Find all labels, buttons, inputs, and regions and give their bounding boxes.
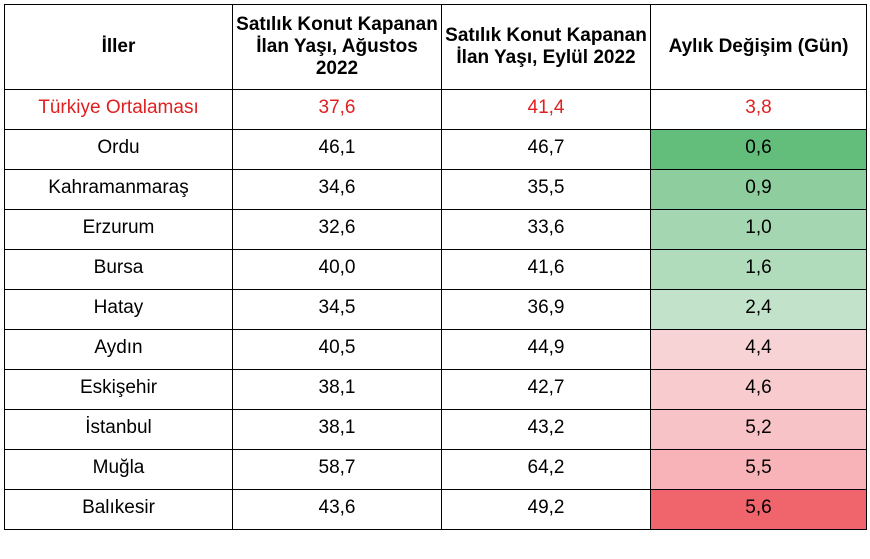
- data-table: İller Satılık Konut Kapanan İlan Yaşı, A…: [4, 4, 867, 530]
- table-row: Ordu 46,1 46,7 0,6: [4, 129, 867, 170]
- table-row: Kahramanmaraş 34,6 35,5 0,9: [4, 169, 867, 210]
- city-cell: Aydın: [4, 329, 233, 370]
- table-row: Muğla 58,7 64,2 5,5: [4, 449, 867, 490]
- city-cell: Bursa: [4, 249, 233, 290]
- change-value-cell: 5,6: [650, 489, 867, 530]
- change-value-cell: 2,4: [650, 289, 867, 330]
- september-value-cell: 42,7: [441, 369, 651, 410]
- september-value-cell: 41,6: [441, 249, 651, 290]
- city-cell: Kahramanmaraş: [4, 169, 233, 210]
- table-row: İstanbul 38,1 43,2 5,2: [4, 409, 867, 450]
- august-value-cell: 40,0: [232, 249, 442, 290]
- table-row-turkey-average: Türkiye Ortalaması 37,6 41,4 3,8: [4, 89, 867, 130]
- change-value-cell: 3,8: [650, 89, 867, 130]
- change-value-cell: 5,2: [650, 409, 867, 450]
- september-value-cell: 33,6: [441, 209, 651, 250]
- september-value-cell: 35,5: [441, 169, 651, 210]
- change-value-cell: 1,0: [650, 209, 867, 250]
- change-value-cell: 0,6: [650, 129, 867, 170]
- august-value-cell: 34,6: [232, 169, 442, 210]
- august-value-cell: 37,6: [232, 89, 442, 130]
- table-row: Erzurum 32,6 33,6 1,0: [4, 209, 867, 250]
- september-value-cell: 44,9: [441, 329, 651, 370]
- change-value-cell: 0,9: [650, 169, 867, 210]
- september-value-cell: 49,2: [441, 489, 651, 530]
- header-row: İller Satılık Konut Kapanan İlan Yaşı, A…: [4, 4, 867, 90]
- city-cell: İstanbul: [4, 409, 233, 450]
- city-cell: Hatay: [4, 289, 233, 330]
- city-cell: Balıkesir: [4, 489, 233, 530]
- september-value-cell: 36,9: [441, 289, 651, 330]
- header-monthly-change: Aylık Değişim (Gün): [650, 4, 867, 90]
- change-value-cell: 5,5: [650, 449, 867, 490]
- header-august-2022: Satılık Konut Kapanan İlan Yaşı, Ağustos…: [232, 4, 442, 90]
- change-value-cell: 1,6: [650, 249, 867, 290]
- september-value-cell: 46,7: [441, 129, 651, 170]
- august-value-cell: 38,1: [232, 409, 442, 450]
- table-row: Balıkesir 43,6 49,2 5,6: [4, 489, 867, 530]
- header-september-2022: Satılık Konut Kapanan İlan Yaşı, Eylül 2…: [441, 4, 651, 90]
- change-value-cell: 4,4: [650, 329, 867, 370]
- august-value-cell: 38,1: [232, 369, 442, 410]
- august-value-cell: 58,7: [232, 449, 442, 490]
- change-value-cell: 4,6: [650, 369, 867, 410]
- august-value-cell: 43,6: [232, 489, 442, 530]
- august-value-cell: 34,5: [232, 289, 442, 330]
- august-value-cell: 46,1: [232, 129, 442, 170]
- city-cell: Erzurum: [4, 209, 233, 250]
- august-value-cell: 32,6: [232, 209, 442, 250]
- table-row: Bursa 40,0 41,6 1,6: [4, 249, 867, 290]
- table-body: Türkiye Ortalaması 37,6 41,4 3,8 Ordu 46,…: [4, 89, 867, 530]
- city-cell: Eskişehir: [4, 369, 233, 410]
- city-cell: Türkiye Ortalaması: [4, 89, 233, 130]
- table-row: Aydın 40,5 44,9 4,4: [4, 329, 867, 370]
- city-cell: Ordu: [4, 129, 233, 170]
- august-value-cell: 40,5: [232, 329, 442, 370]
- september-value-cell: 64,2: [441, 449, 651, 490]
- city-cell: Muğla: [4, 449, 233, 490]
- table-row: Hatay 34,5 36,9 2,4: [4, 289, 867, 330]
- header-cities: İller: [4, 4, 233, 90]
- september-value-cell: 41,4: [441, 89, 651, 130]
- table-row: Eskişehir 38,1 42,7 4,6: [4, 369, 867, 410]
- september-value-cell: 43,2: [441, 409, 651, 450]
